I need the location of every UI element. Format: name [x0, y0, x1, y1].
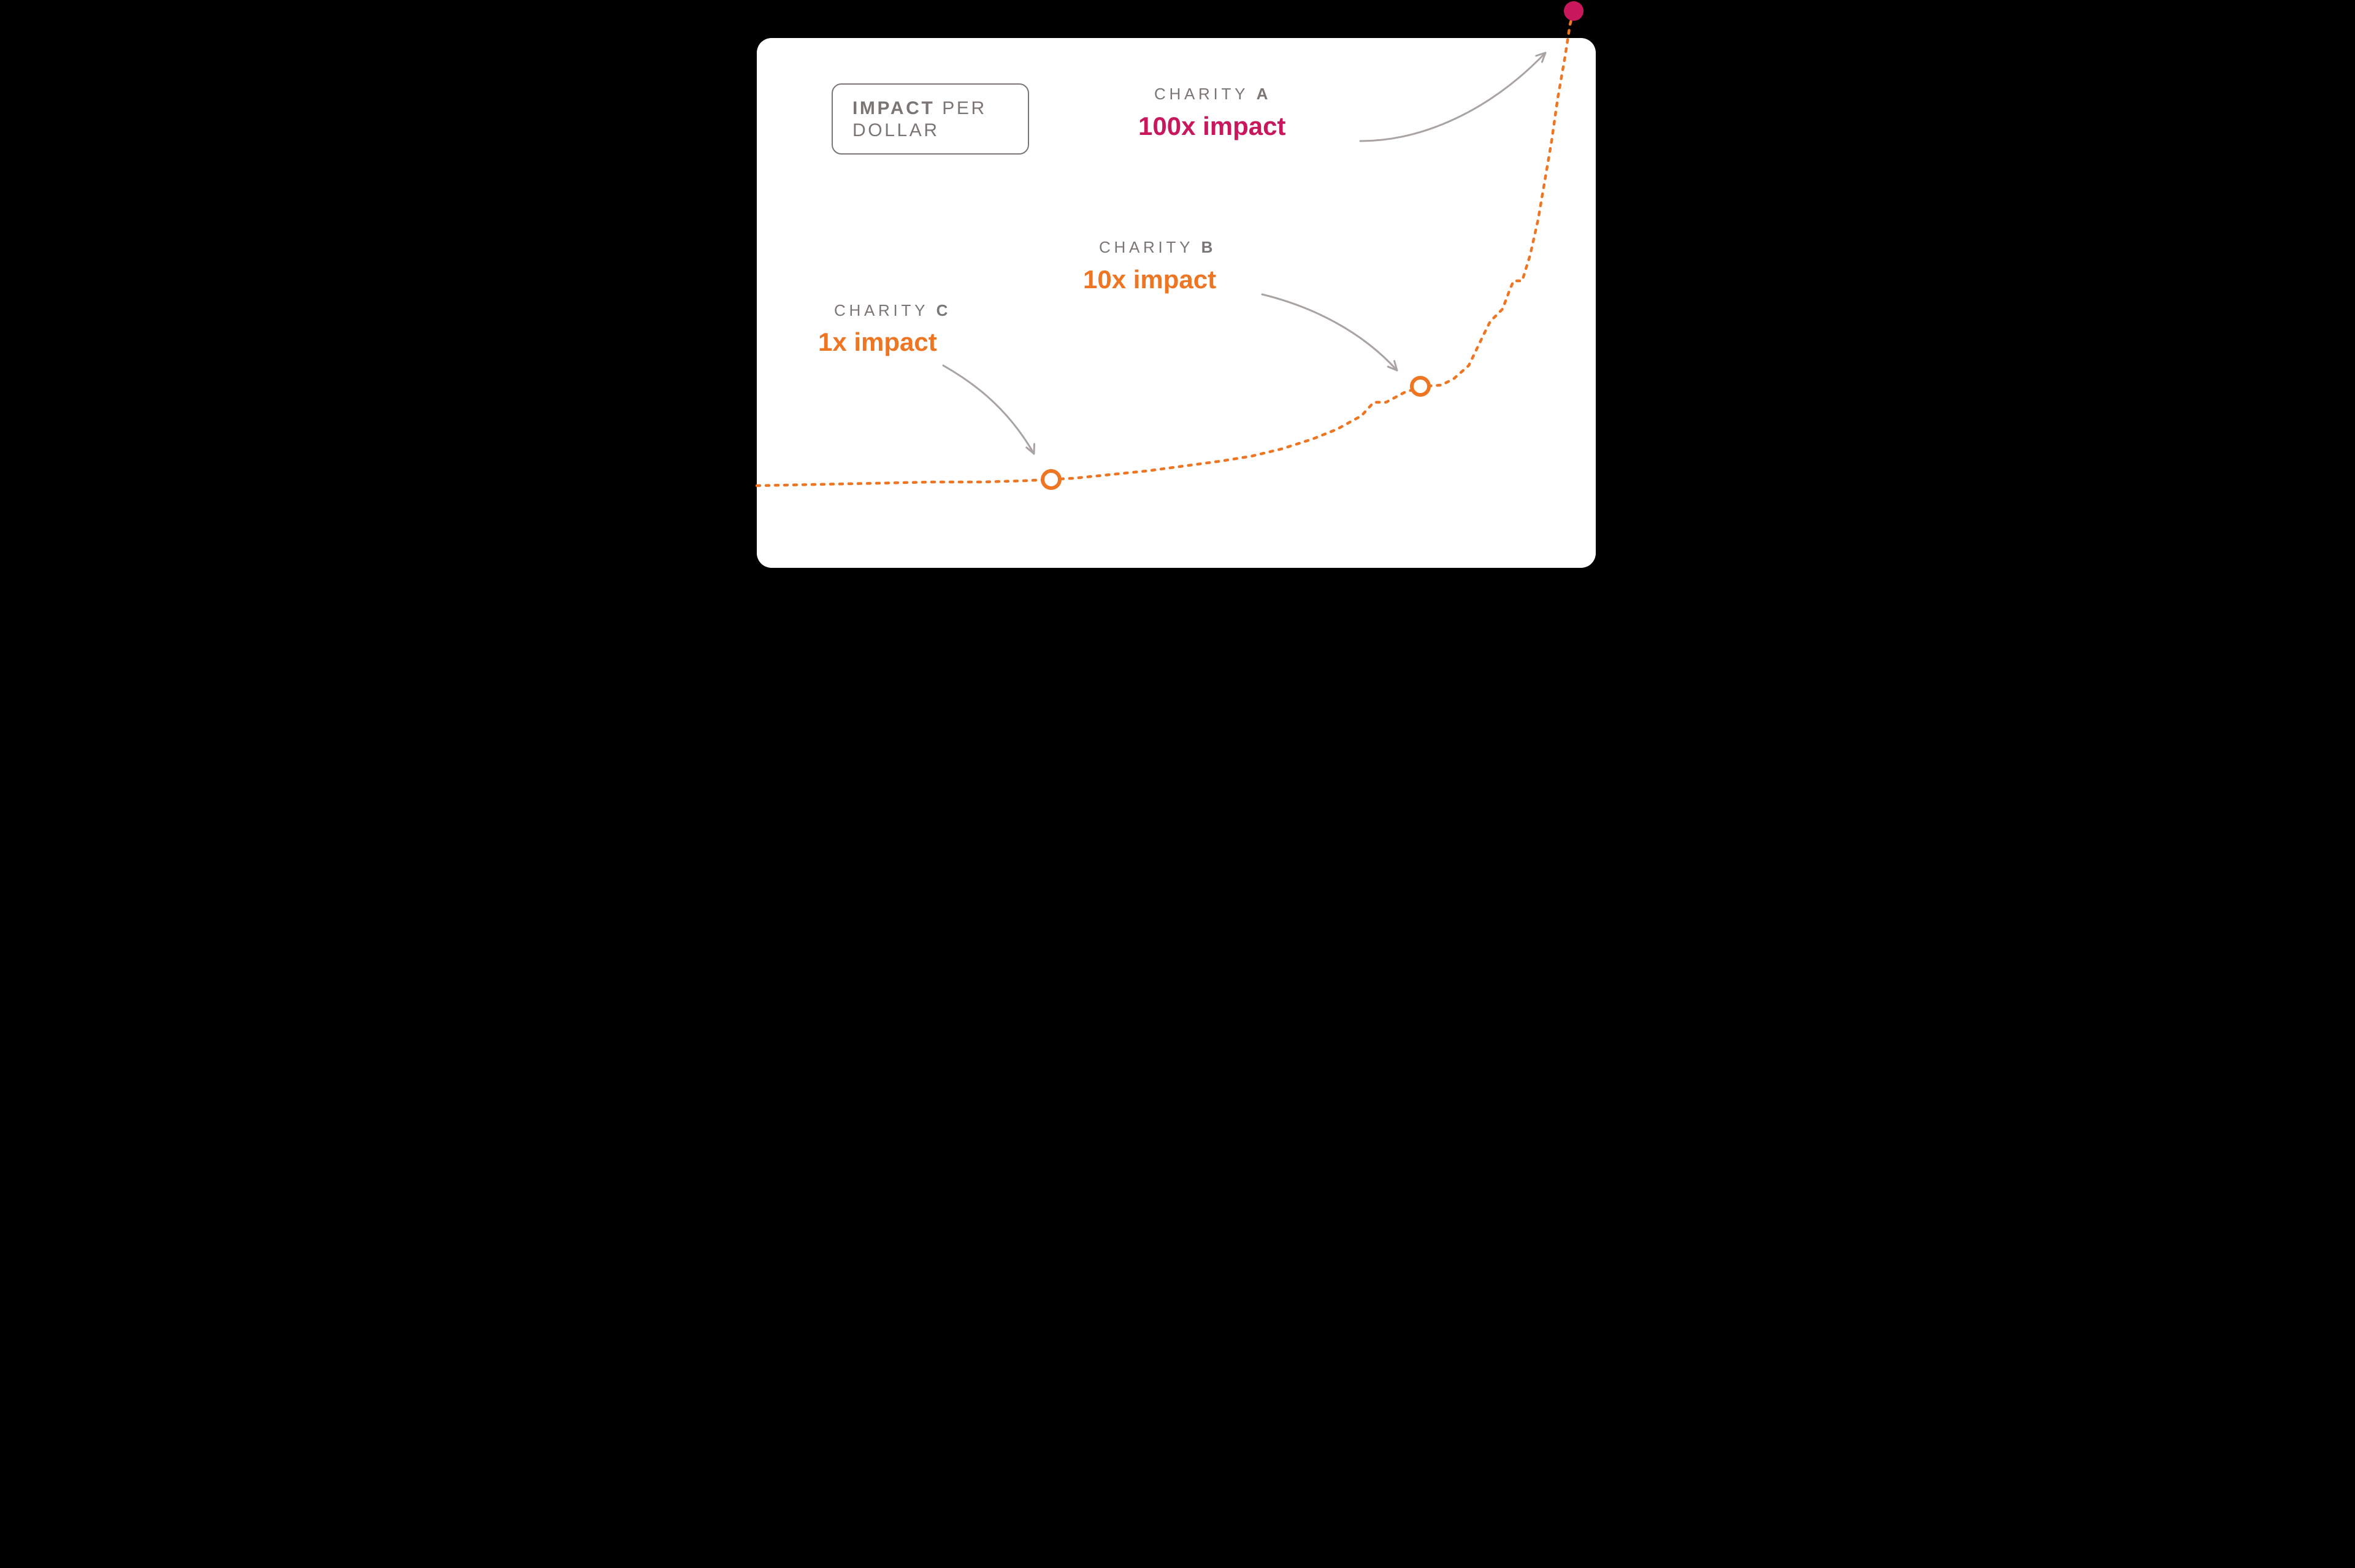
legend-box: IMPACT PER DOLLAR: [832, 83, 1029, 155]
charity-b-prefix: CHARITY: [1099, 238, 1201, 256]
charity-b-tag: CHARITY B: [1099, 238, 1216, 257]
legend-line1: IMPACT PER: [852, 98, 1008, 119]
charity-c-prefix: CHARITY: [834, 301, 936, 319]
stage: IMPACT PER DOLLAR CHARITY C 1x impact CH…: [748, 0, 1607, 572]
charity-a-impact: 100x impact: [1138, 112, 1285, 141]
legend-word-impact: IMPACT: [852, 98, 935, 118]
charity-b-letter: B: [1201, 238, 1217, 256]
charity-a-prefix: CHARITY: [1154, 85, 1257, 103]
charity-a-letter: A: [1257, 85, 1272, 103]
legend-word-per: PER: [935, 98, 986, 118]
marker-a: [1564, 1, 1583, 21]
charity-c-impact: 1x impact: [818, 327, 937, 357]
charity-c-tag: CHARITY C: [834, 301, 951, 320]
charity-c-letter: C: [936, 301, 952, 319]
charity-a-tag: CHARITY A: [1154, 85, 1271, 104]
charity-b-impact: 10x impact: [1083, 265, 1216, 294]
legend-line2: DOLLAR: [852, 120, 1008, 141]
